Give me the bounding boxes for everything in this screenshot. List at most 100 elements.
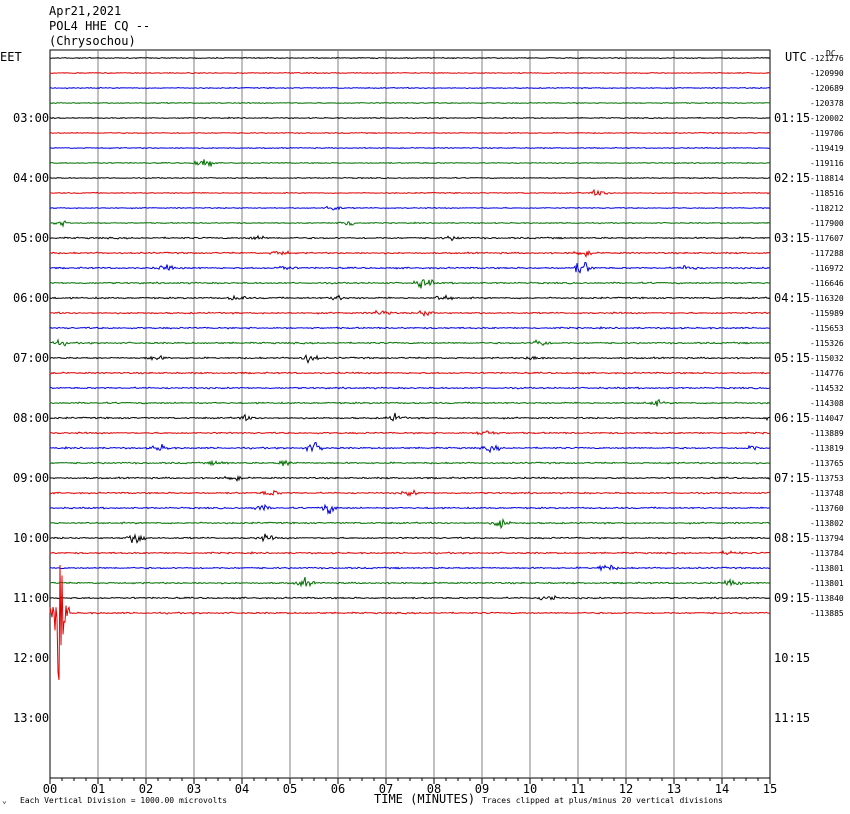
x-tick-label: 04 — [235, 782, 249, 796]
seismic-trace — [49, 249, 771, 258]
station-label: POL4 HHE CQ -- — [49, 19, 151, 33]
left-hour-label: 08:00 — [13, 411, 50, 425]
x-tick-label: 06 — [331, 782, 345, 796]
seismic-trace — [49, 412, 771, 422]
date-label: Apr21,2021 — [49, 4, 122, 18]
dc-offset-label: -113753 — [810, 474, 844, 483]
right-hour-label: 04:15 — [774, 291, 811, 305]
dc-offset-label: -113794 — [810, 534, 844, 543]
x-tick-label: 14 — [715, 782, 729, 796]
dc-offset-label: -120990 — [810, 69, 844, 78]
seismic-trace — [49, 533, 771, 544]
dc-offset-label: -117607 — [810, 234, 844, 243]
dc-offset-label: -114532 — [810, 384, 844, 393]
left-hour-label: 10:00 — [13, 531, 50, 545]
dc-offset-label: -113885 — [810, 609, 844, 618]
seismic-trace — [49, 386, 771, 390]
x-tick-label: 13 — [667, 782, 681, 796]
dc-offset-label: -116972 — [810, 264, 844, 273]
seismic-trace — [49, 326, 770, 330]
seismic-trace — [49, 220, 771, 228]
seismic-trace — [49, 205, 771, 211]
x-tick-label: 07 — [379, 782, 393, 796]
dc-offset-label: -120002 — [810, 114, 844, 123]
dc-offset-label: -117288 — [810, 249, 844, 258]
dc-offset-label: -119116 — [810, 159, 844, 168]
seismic-trace — [49, 441, 771, 454]
left-hour-label: 13:00 — [13, 711, 50, 725]
footer-scale-note: Each Vertical Division = 1000.00 microvo… — [20, 796, 228, 805]
dc-offset-label: -114047 — [810, 414, 844, 423]
dc-offset-label: -115653 — [810, 324, 844, 333]
right-hour-label: 06:15 — [774, 411, 811, 425]
right-hour-label: 02:15 — [774, 171, 811, 185]
location-label: (Chrysochou) — [49, 34, 136, 48]
seismic-trace — [49, 116, 771, 120]
seismic-trace — [49, 459, 771, 467]
left-hour-label: 03:00 — [13, 111, 50, 125]
dc-offset-label: -117900 — [810, 219, 844, 228]
dc-offset-label: -115326 — [810, 339, 844, 348]
left-hour-label: 05:00 — [13, 231, 50, 245]
seismic-trace — [49, 278, 771, 289]
x-tick-label: 03 — [187, 782, 201, 796]
seismic-trace — [49, 56, 771, 60]
dc-offset-label: -119706 — [810, 129, 844, 138]
x-tick-label: 11 — [571, 782, 585, 796]
dc-offset-label: -113784 — [810, 549, 844, 558]
seismic-trace — [49, 564, 771, 572]
seismic-trace — [49, 430, 771, 436]
right-hour-label: 03:15 — [774, 231, 811, 245]
seismic-trace — [49, 398, 771, 407]
left-timezone-label: EET — [0, 50, 22, 64]
dc-label: DC — [826, 49, 836, 58]
dc-offset-label: -113748 — [810, 489, 844, 498]
dc-offset-label: -113801 — [810, 564, 844, 573]
seismic-trace — [49, 86, 771, 90]
seismic-trace — [49, 188, 770, 197]
right-hour-label: 08:15 — [774, 531, 811, 545]
dc-offset-label: -114308 — [810, 399, 844, 408]
dc-offset-label: -113889 — [810, 429, 844, 438]
seismic-trace — [49, 564, 770, 680]
right-hour-label: 05:15 — [774, 351, 811, 365]
right-hour-label: 07:15 — [774, 471, 811, 485]
dc-offset-label: -115989 — [810, 309, 844, 318]
seismic-trace — [49, 71, 771, 75]
x-axis-title: TIME (MINUTES) — [374, 792, 476, 806]
x-tick-label: 10 — [523, 782, 537, 796]
x-tick-label: 15 — [763, 782, 777, 796]
dc-offset-label: -114776 — [810, 369, 844, 378]
seismic-trace — [49, 261, 771, 274]
seismic-trace — [49, 159, 771, 168]
seismic-trace — [49, 131, 771, 135]
right-hour-label: 10:15 — [774, 651, 811, 665]
dc-offset-label: -120378 — [810, 99, 844, 108]
right-hour-label: 01:15 — [774, 111, 811, 125]
x-tick-label: 01 — [91, 782, 105, 796]
dc-offset-label: -113802 — [810, 519, 844, 528]
dc-offset-label: -118814 — [810, 174, 844, 183]
x-tick-label: 05 — [283, 782, 297, 796]
seismic-trace — [49, 176, 771, 180]
dc-offset-label: -116320 — [810, 294, 844, 303]
plot-frame — [49, 49, 771, 779]
x-tick-label: 12 — [619, 782, 633, 796]
seismic-trace — [49, 517, 771, 530]
right-hour-label: 11:15 — [774, 711, 811, 725]
dc-offset-label: -118516 — [810, 189, 844, 198]
right-timezone-label: UTC — [785, 50, 807, 64]
x-tick-label: 00 — [43, 782, 57, 796]
seismic-trace — [49, 353, 771, 365]
seismic-trace — [49, 234, 770, 242]
dc-offset-label: -113819 — [810, 444, 844, 453]
seismic-trace — [49, 503, 770, 516]
left-hour-label: 06:00 — [13, 291, 50, 305]
seismic-trace — [49, 474, 771, 482]
dc-offset-label: -119419 — [810, 144, 844, 153]
seismic-trace — [49, 489, 771, 498]
dc-offset-label: -113840 — [810, 594, 844, 603]
dc-offset-label: -113760 — [810, 504, 844, 513]
seismic-trace — [49, 294, 771, 301]
